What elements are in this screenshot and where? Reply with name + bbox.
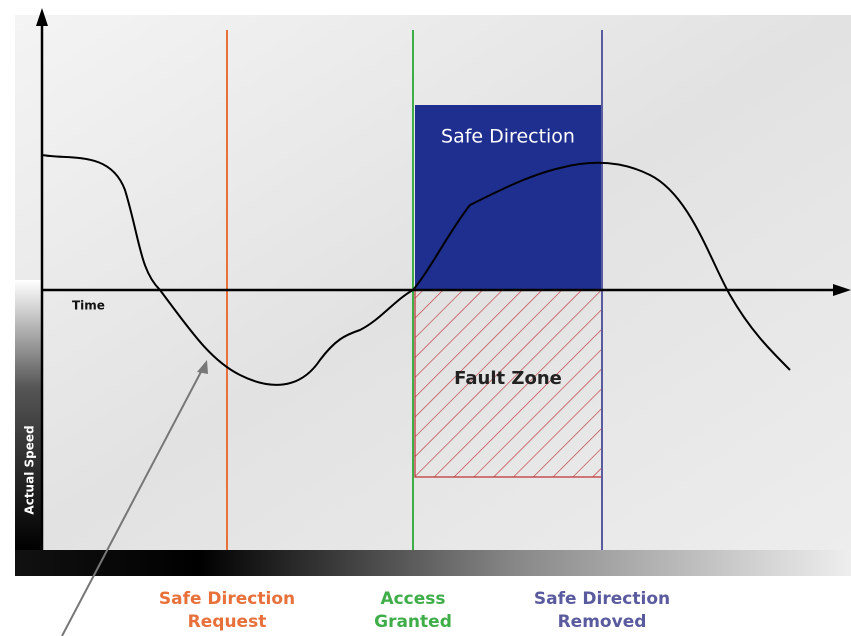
event-label: Safe Direction	[534, 589, 670, 609]
y-axis-arrow	[36, 8, 48, 26]
event-label: Access	[380, 589, 445, 609]
pointer-arrow	[61, 367, 204, 636]
pointer-arrowhead	[197, 360, 208, 374]
safe-direction-label: Safe Direction	[441, 126, 575, 148]
x-axis-label: Time	[72, 299, 105, 313]
x-axis-arrow	[833, 284, 851, 296]
time-bar	[15, 550, 851, 576]
event-label: Safe Direction	[159, 589, 295, 609]
event-label: Granted	[374, 612, 452, 632]
speed-bar	[15, 280, 42, 550]
speed-curve	[41, 154, 791, 386]
fault-zone-label: Fault Zone	[454, 368, 562, 389]
safe-direction-region	[415, 105, 602, 290]
event-label: Removed	[558, 612, 647, 632]
event-label: Request	[188, 612, 267, 632]
y-axis-label: Actual Speed	[23, 425, 37, 514]
